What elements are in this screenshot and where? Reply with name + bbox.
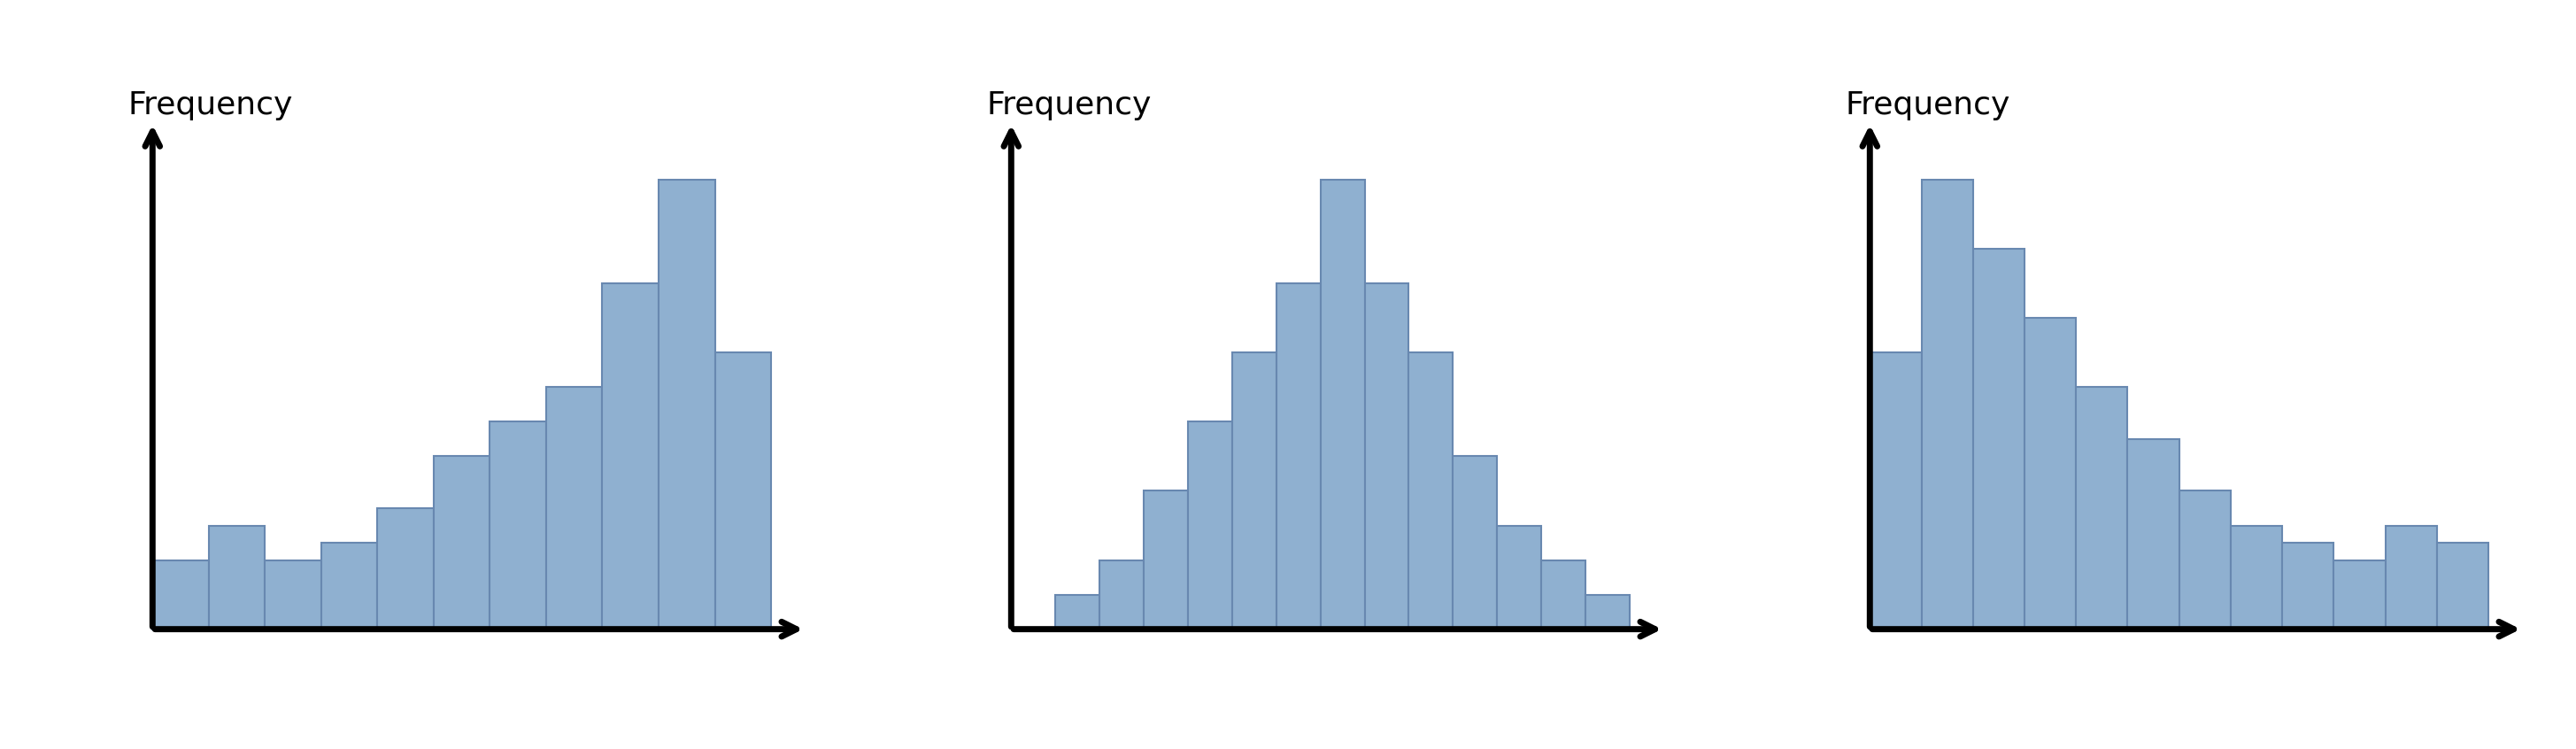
Text: Frequency: Frequency	[1844, 90, 2009, 120]
Bar	[1409, 353, 1453, 629]
Bar	[152, 560, 209, 629]
Bar	[1922, 180, 1973, 629]
Bar	[1870, 353, 1922, 629]
Bar	[1056, 595, 1100, 629]
Bar	[546, 387, 603, 629]
Text: Frequency: Frequency	[129, 90, 294, 120]
Text: Frequency: Frequency	[987, 90, 1151, 120]
Bar	[2437, 543, 2488, 629]
Bar	[1100, 560, 1144, 629]
Bar	[265, 560, 322, 629]
Bar	[659, 180, 714, 629]
Bar	[2179, 491, 2231, 629]
Bar	[379, 508, 433, 629]
Bar	[433, 456, 489, 629]
Bar	[603, 283, 659, 629]
Bar	[1231, 353, 1275, 629]
Bar	[2282, 543, 2334, 629]
Bar	[2076, 387, 2128, 629]
Bar	[1497, 526, 1540, 629]
Bar	[1321, 180, 1365, 629]
Bar	[1540, 560, 1587, 629]
Bar	[2385, 526, 2437, 629]
Bar	[2231, 526, 2282, 629]
Bar	[1973, 249, 2025, 629]
Bar	[2128, 439, 2179, 629]
Bar	[1453, 456, 1497, 629]
Bar	[2334, 560, 2385, 629]
Bar	[322, 543, 379, 629]
Bar	[1275, 283, 1321, 629]
Bar	[1365, 283, 1409, 629]
Bar	[1587, 595, 1631, 629]
Bar	[2025, 318, 2076, 629]
Bar	[489, 422, 546, 629]
Bar	[714, 353, 770, 629]
Bar	[1144, 491, 1188, 629]
Bar	[1188, 422, 1231, 629]
Bar	[209, 526, 265, 629]
